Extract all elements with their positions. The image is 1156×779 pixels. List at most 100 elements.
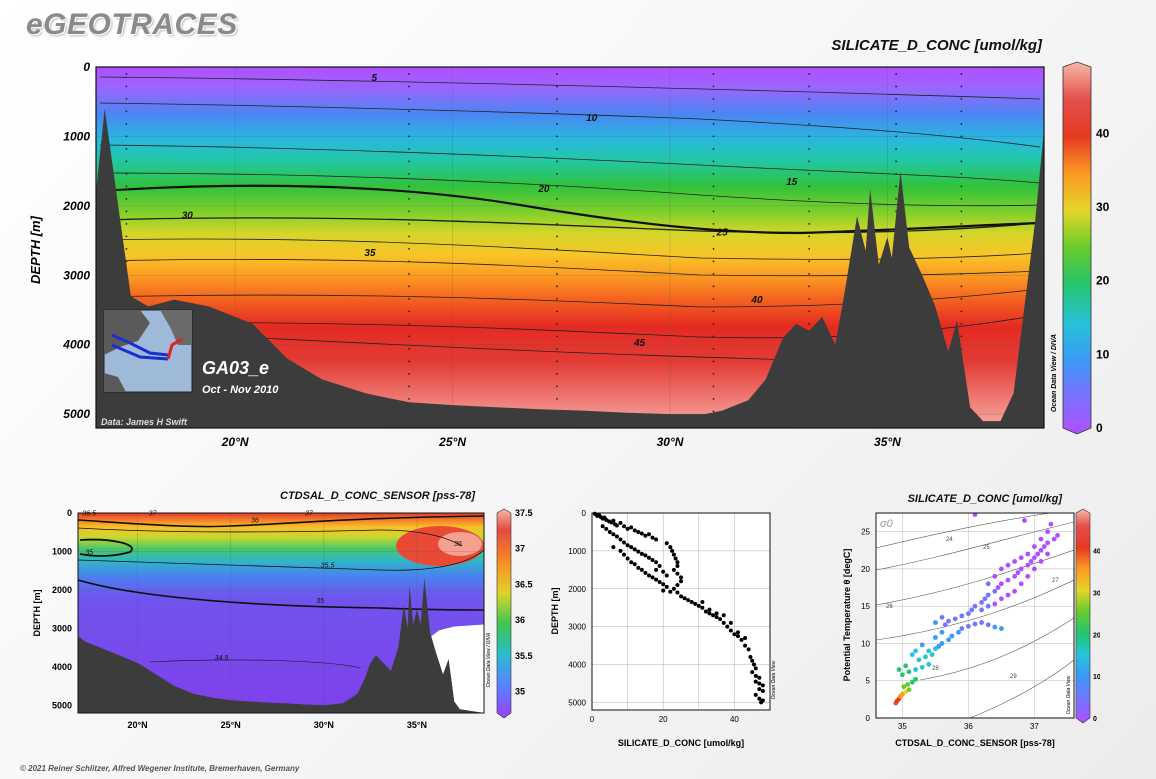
station-sample-dot [808, 98, 811, 100]
station-sample-dot [712, 98, 715, 100]
profile-point [639, 551, 644, 556]
profile-point [714, 615, 719, 620]
station-sample-dot [712, 198, 715, 200]
ts-point [959, 613, 965, 619]
station-sample-dot [960, 73, 963, 75]
profile-point [661, 582, 666, 587]
station-sample-dot [556, 310, 558, 313]
ts-point [919, 642, 925, 648]
profile-point [629, 560, 634, 565]
profile-point [664, 541, 669, 546]
main-contour-label: 10 [586, 113, 598, 124]
station-sample-dot [712, 297, 715, 300]
ts-point [985, 622, 991, 628]
profile-point [700, 605, 705, 610]
profile-point [622, 524, 627, 529]
station-sample-dot [808, 297, 811, 300]
ts-point [916, 657, 922, 663]
station-sample-dot [408, 85, 411, 88]
profile-point [760, 683, 765, 688]
main-colorbar-tick: 30 [1096, 200, 1110, 214]
profile-point [639, 567, 644, 572]
profile-point [707, 611, 712, 616]
station-sample-dot [125, 173, 128, 175]
station-sample-dot [408, 198, 411, 200]
ts-point [1048, 521, 1054, 527]
main-y-axis-label: DEPTH [m] [28, 215, 43, 284]
profile-point [728, 628, 733, 633]
station-sample-dot [808, 185, 811, 188]
profile-scatter-chart: 0 1000 2000 3000 4000 5000 0 20 40 DEPTH [m] SIL… [550, 509, 777, 748]
station-sample-dot [808, 222, 811, 225]
station-sample-dot [408, 235, 411, 238]
main-y-tick-label: 3000 [63, 268, 90, 282]
ts-point [926, 661, 932, 667]
sal-contour-label: 35.5 [321, 563, 335, 570]
ts-point [1005, 562, 1011, 568]
profile-point [735, 630, 740, 635]
ts-colorbar-tick: 0 [1093, 716, 1097, 723]
profile-point [636, 549, 641, 554]
sal-y-tick-label: 2000 [52, 585, 72, 595]
ts-point [939, 614, 945, 620]
profile-point [689, 600, 694, 605]
sal-contour-label: 35 [85, 550, 93, 557]
ts-point [999, 581, 1004, 587]
station-sample-dot [125, 247, 128, 250]
station-sample-dot [960, 260, 963, 263]
station-sample-dot [556, 135, 558, 138]
main-contour-label: 40 [750, 295, 763, 306]
main-contour-label: 30 [182, 210, 194, 221]
station-sample-dot [408, 110, 411, 113]
profile-point [703, 609, 708, 614]
profile-point [753, 679, 758, 684]
profile-point [607, 529, 612, 534]
ts-colorbar-tick: 30 [1093, 590, 1100, 597]
profile-point [673, 556, 678, 561]
ts-point [1025, 573, 1031, 579]
station-sample-dot [556, 347, 558, 350]
salinity-colorbar-tick: 36.5 [515, 579, 533, 589]
station-sample-dot [712, 123, 715, 125]
station-sample-dot [408, 73, 411, 75]
station-sample-dot [556, 148, 558, 150]
sal-contour-label: 36 [454, 541, 462, 548]
main-contour-label: 5 [372, 73, 378, 84]
profile-point [646, 532, 651, 537]
station-sample-dot [556, 260, 558, 263]
station-sample-dot [556, 198, 558, 200]
ts-diagram-chart: 24 25 26 27 28 29 σ0 35 36 37 0 5 10 15 20 25 Po… [842, 508, 1100, 748]
profile-point [629, 525, 634, 530]
profile-point [661, 588, 666, 593]
ts-point [999, 566, 1004, 572]
ts-point [1045, 529, 1050, 535]
ts-x-tick-label: 37 [1030, 722, 1039, 731]
profile-point [664, 573, 669, 578]
ts-y-tick-label: 15 [861, 602, 870, 611]
profile-point [750, 670, 755, 675]
profile-point [707, 607, 712, 612]
main-colorbar-tick: 20 [1096, 274, 1110, 288]
salinity-section-chart: 36.5 37 37 36 36 35 35.5 35 34.9 20°N 25°N 30°N 35°… [32, 508, 533, 730]
ts-point [1012, 573, 1017, 579]
ts-point [1018, 581, 1024, 587]
salinity-colorbar-tick: 37.5 [515, 508, 533, 518]
profile-point [679, 575, 683, 580]
station-sample-dot [556, 73, 558, 75]
profile-x-tick-label: 40 [730, 715, 739, 724]
ts-point [933, 635, 938, 640]
station-sample-dot [408, 260, 411, 263]
ts-point [1032, 566, 1037, 572]
station-sample-dot [712, 148, 715, 150]
profile-point [625, 526, 630, 531]
profile-point [746, 647, 751, 652]
ts-colorbar-tick: 20 [1093, 632, 1100, 639]
ts-point [959, 626, 965, 631]
profile-point [600, 524, 605, 529]
ts-y-tick-label: 20 [861, 565, 870, 574]
station-sample-dot [125, 110, 128, 113]
station-sample-dot [712, 397, 715, 400]
station-sample-dot [895, 135, 898, 138]
profile-point [632, 547, 637, 552]
main-colorbar-tick: 0 [1096, 421, 1103, 435]
